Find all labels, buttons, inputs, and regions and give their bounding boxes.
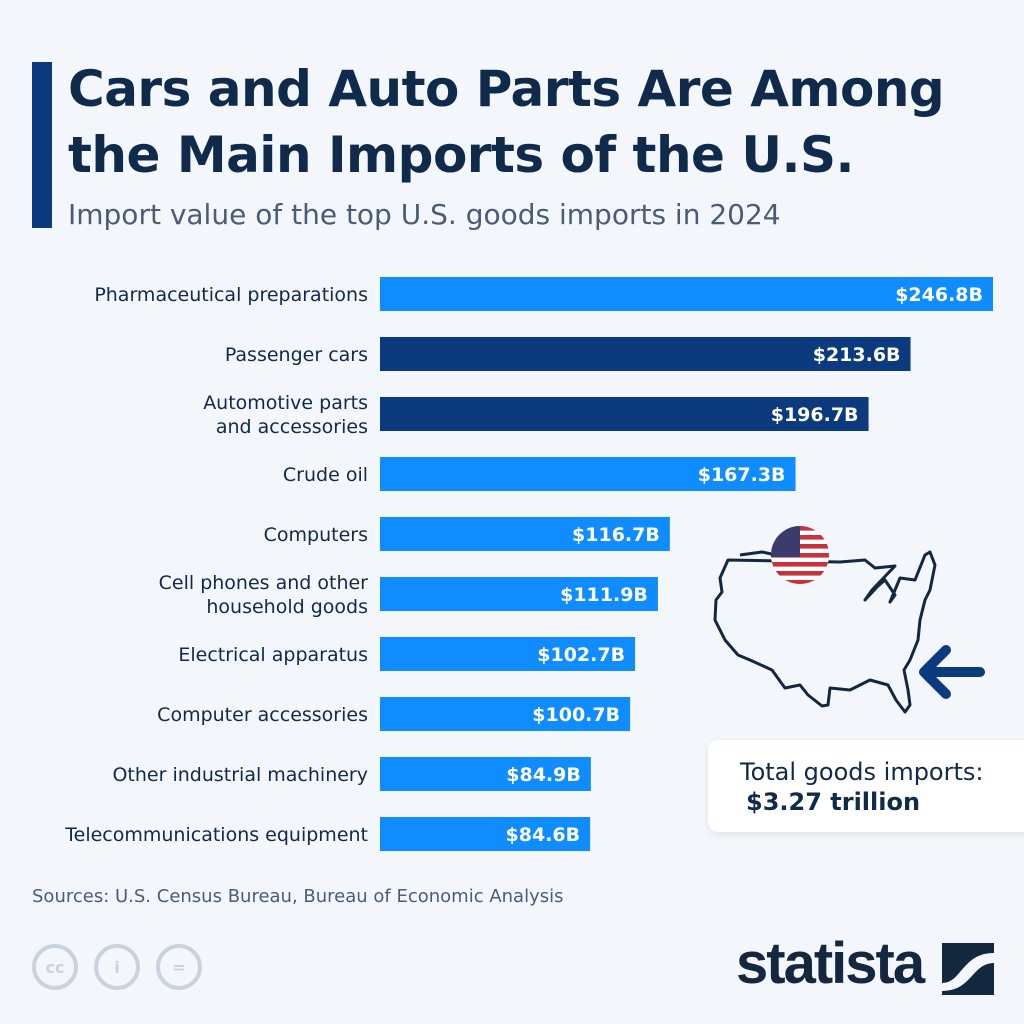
category-label: and accessories: [216, 416, 368, 438]
value-label: $111.9B: [560, 584, 648, 606]
subtitle: Import value of the top U.S. goods impor…: [68, 198, 781, 231]
category-label: Computers: [264, 524, 368, 546]
category-label: Passenger cars: [225, 344, 368, 366]
arrow-left-icon: [919, 645, 985, 699]
value-label: $213.6B: [813, 344, 901, 366]
value-label: $246.8B: [895, 284, 983, 306]
cc-icon[interactable]: cc: [32, 944, 78, 990]
bar: [380, 277, 993, 311]
us-map-icon: [713, 526, 985, 714]
bar: [380, 577, 658, 611]
bar: [380, 817, 591, 851]
category-label: Computer accessories: [157, 704, 368, 726]
category-label: Other industrial machinery: [112, 764, 368, 786]
bar: [380, 757, 591, 791]
category-label: Electrical apparatus: [178, 644, 368, 666]
bar: [380, 337, 911, 371]
value-label: $84.6B: [506, 824, 581, 846]
category-label: Cell phones and other: [159, 572, 369, 594]
category-label: Automotive parts: [203, 392, 368, 414]
value-label: $102.7B: [537, 644, 625, 666]
statista-logo[interactable]: statista: [736, 931, 925, 996]
bar: [380, 637, 636, 671]
bar-chart: $246.8B Pharmaceutical preparations $213.6…: [64, 277, 993, 851]
bar: [380, 457, 796, 491]
category-label: Telecommunications equipment: [64, 824, 368, 846]
total-value: $3.27 trillion: [746, 788, 921, 816]
value-label: $84.9B: [506, 764, 581, 786]
attribution-icon[interactable]: i: [94, 944, 140, 990]
bar: [380, 517, 670, 551]
category-label: household goods: [206, 596, 368, 618]
category-label: Pharmaceutical preparations: [94, 284, 368, 306]
value-label: $196.7B: [771, 404, 859, 426]
value-label: $116.7B: [572, 524, 660, 546]
bar: [380, 397, 869, 431]
source-note[interactable]: Sources: U.S. Census Bureau, Bureau of E…: [32, 886, 564, 907]
total-label: Total goods imports:: [740, 758, 984, 786]
total-imports-card: Total goods imports: $3.27 trillion: [708, 740, 1024, 832]
title-line-1: Cars and Auto Parts Are Among: [68, 60, 945, 118]
us-flag-icon: [771, 526, 829, 584]
statista-logo-mark: [942, 943, 994, 995]
category-label: Crude oil: [283, 464, 368, 486]
title-accent-bar: [32, 62, 52, 228]
no-derivatives-icon[interactable]: =: [156, 944, 202, 990]
page-title: Cars and Auto Parts Are Among the Main I…: [68, 56, 1018, 188]
title-line-2: the Main Imports of the U.S.: [68, 126, 854, 184]
value-label: $100.7B: [532, 704, 620, 726]
bar: [380, 697, 631, 731]
value-label: $167.3B: [698, 464, 786, 486]
